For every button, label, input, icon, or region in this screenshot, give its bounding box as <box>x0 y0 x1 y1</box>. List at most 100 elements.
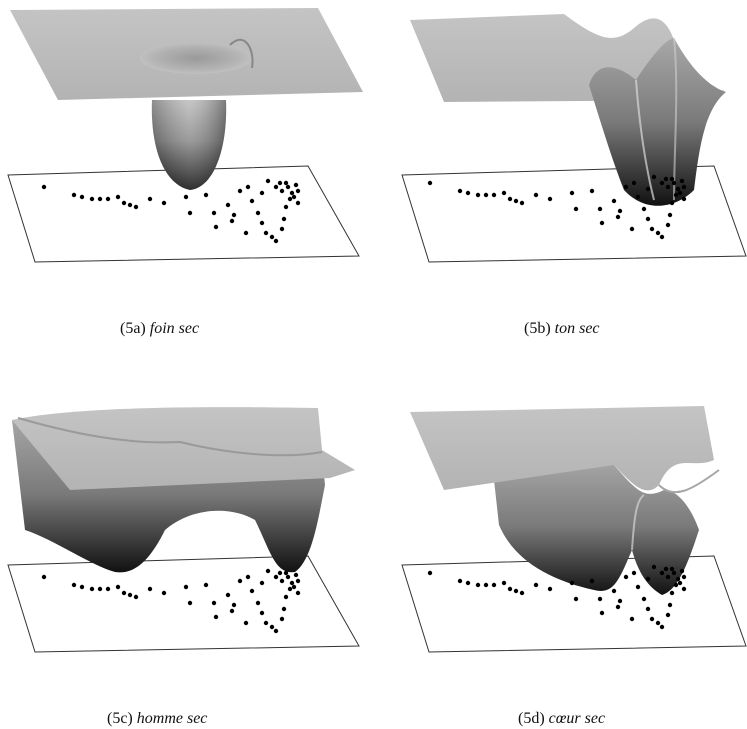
data-point <box>293 182 299 188</box>
data-point <box>259 580 265 586</box>
upper-surface <box>12 407 355 490</box>
data-point <box>283 594 289 600</box>
data-point <box>277 180 283 186</box>
caption-5c: (5c) homme sec <box>107 710 208 727</box>
data-point <box>513 198 519 204</box>
data-point <box>681 196 687 202</box>
data-point <box>681 586 687 592</box>
data-point <box>573 596 579 602</box>
surface-plot-5b <box>401 14 747 263</box>
data-point <box>245 184 251 190</box>
data-point <box>663 176 669 182</box>
data-point <box>41 184 47 190</box>
data-point <box>115 194 121 200</box>
data-point <box>597 596 603 602</box>
data-point <box>641 206 647 212</box>
data-point <box>291 194 297 200</box>
data-point <box>89 196 95 202</box>
data-point <box>89 586 95 592</box>
data-point <box>203 582 209 588</box>
potential-well <box>494 457 699 595</box>
data-point <box>161 200 167 206</box>
caption-5b: (5b) ton sec <box>524 320 600 337</box>
data-point <box>465 580 471 586</box>
data-point <box>569 580 575 586</box>
data-point <box>285 574 291 580</box>
data-point <box>635 584 641 590</box>
data-point <box>237 578 243 584</box>
data-point <box>669 176 675 182</box>
data-point <box>211 210 217 216</box>
panel-5d <box>374 390 747 680</box>
data-point <box>483 192 489 198</box>
data-point <box>673 582 679 588</box>
data-point <box>675 576 681 582</box>
data-point <box>255 600 261 606</box>
base-plane <box>7 555 360 653</box>
data-point <box>629 226 635 232</box>
data-point <box>475 192 481 198</box>
data-point <box>677 190 683 196</box>
data-point <box>203 192 209 198</box>
data-point <box>187 210 193 216</box>
data-point <box>501 190 507 196</box>
data-point <box>133 594 139 600</box>
data-point <box>97 586 103 592</box>
data-point <box>183 194 189 200</box>
data-point <box>457 578 463 584</box>
data-point <box>589 578 595 584</box>
data-point <box>245 574 251 580</box>
data-point <box>225 202 231 208</box>
data-point <box>211 600 217 606</box>
data-point <box>533 582 539 588</box>
data-point <box>279 578 285 584</box>
data-points <box>41 178 301 244</box>
data-point <box>283 570 289 576</box>
data-point <box>225 592 231 598</box>
data-point <box>649 616 655 622</box>
data-point <box>79 194 85 200</box>
data-point <box>667 602 673 608</box>
data-point <box>629 616 635 622</box>
data-points <box>427 174 687 240</box>
data-point <box>599 220 605 226</box>
data-point <box>665 612 671 618</box>
data-point <box>623 574 629 580</box>
data-point <box>121 590 127 596</box>
data-point <box>281 216 287 222</box>
panel-5b <box>374 0 747 290</box>
data-point <box>631 570 637 576</box>
data-point <box>655 230 661 236</box>
data-point <box>615 214 621 220</box>
data-point <box>259 610 265 616</box>
data-point <box>507 196 513 202</box>
data-point <box>681 574 687 580</box>
data-point <box>617 598 623 604</box>
data-point <box>659 570 665 576</box>
potential-well <box>589 38 726 206</box>
data-point <box>97 196 103 202</box>
data-point <box>611 198 617 204</box>
data-point <box>655 620 661 626</box>
data-point <box>287 196 293 202</box>
data-point <box>659 624 665 630</box>
data-point <box>273 574 279 580</box>
data-point <box>457 188 463 194</box>
data-point <box>651 174 657 180</box>
data-point <box>127 202 133 208</box>
data-point <box>669 566 675 572</box>
data-point <box>635 194 641 200</box>
data-point <box>671 180 677 186</box>
data-point <box>121 200 127 206</box>
data-point <box>249 588 255 594</box>
data-point <box>295 590 301 596</box>
data-point <box>589 188 595 194</box>
data-point <box>671 570 677 576</box>
data-point <box>273 184 279 190</box>
data-point <box>645 576 651 582</box>
data-point <box>249 198 255 204</box>
data-point <box>183 584 189 590</box>
caption-5a: (5a) foin sec <box>120 320 200 337</box>
data-point <box>599 610 605 616</box>
data-point <box>161 590 167 596</box>
